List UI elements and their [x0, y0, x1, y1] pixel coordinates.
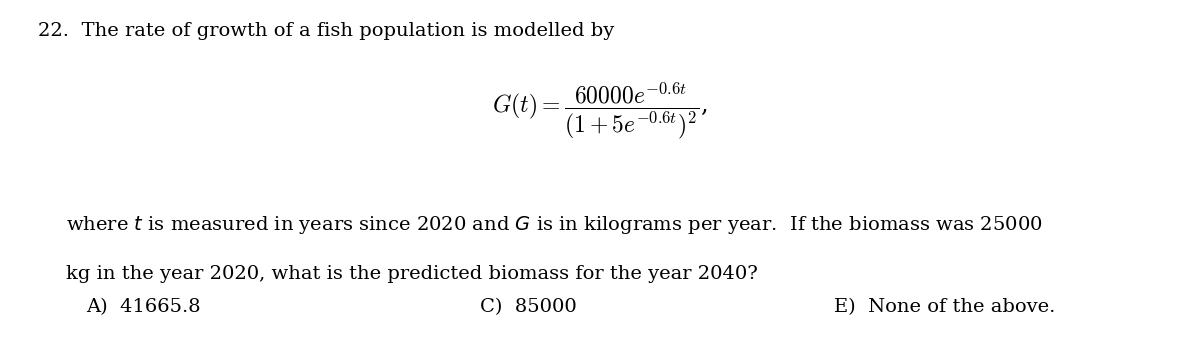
Text: A)  41665.8: A) 41665.8: [86, 298, 202, 316]
Text: E)  None of the above.: E) None of the above.: [834, 298, 1055, 316]
Text: kg in the year 2020, what is the predicted biomass for the year 2040?: kg in the year 2020, what is the predict…: [66, 265, 758, 282]
Text: C)  85000: C) 85000: [480, 298, 577, 316]
Text: $G(t) = \dfrac{60000e^{-0.6t}}{(1 + 5e^{-0.6t})^2}$,: $G(t) = \dfrac{60000e^{-0.6t}}{(1 + 5e^{…: [492, 81, 708, 142]
Text: 22.  The rate of growth of a fish population is modelled by: 22. The rate of growth of a fish populat…: [38, 22, 614, 40]
Text: where $t$ is measured in years since 2020 and $G$ is in kilograms per year.  If : where $t$ is measured in years since 202…: [66, 214, 1043, 236]
